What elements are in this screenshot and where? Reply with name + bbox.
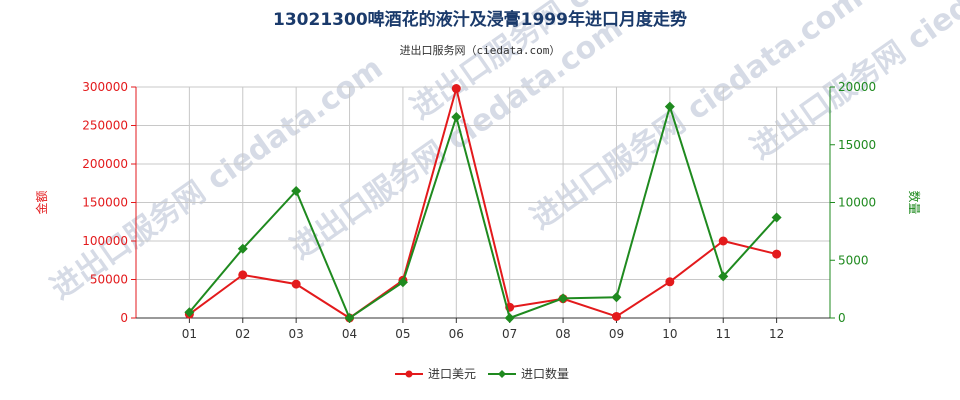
y-left-tick-label: 100000 xyxy=(82,234,128,248)
chart-subtitle: 进出口服务网（ciedata.com） xyxy=(400,43,561,57)
series-2-point xyxy=(664,101,675,112)
y-left-tick-label: 0 xyxy=(120,311,128,325)
series-2-point xyxy=(504,313,515,323)
series-1-point xyxy=(718,236,728,246)
series-2-point xyxy=(611,292,622,303)
y-right-tick-label: 20000 xyxy=(838,80,876,94)
x-tick-label: 12 xyxy=(769,327,784,341)
x-tick-label: 01 xyxy=(182,327,197,341)
chart-title: 13021300啤酒花的液汁及浸膏1999年进口月度走势 xyxy=(273,9,687,30)
series-line-2 xyxy=(188,103,778,320)
y-right-tick-label: 0 xyxy=(838,311,846,325)
y-left-label: 金额 xyxy=(34,190,49,214)
x-tick-label: 04 xyxy=(342,327,357,341)
x-tick-label: 10 xyxy=(662,327,677,341)
series-2-point xyxy=(184,307,195,318)
legend-marker-1 xyxy=(405,370,413,378)
y-left-tick-label: 200000 xyxy=(82,157,128,171)
legend: 进口美元 进口数量 xyxy=(395,366,569,381)
y-right-ticks: 0 5000 10000 15000 20000 xyxy=(830,80,876,325)
series-2-point xyxy=(771,212,782,223)
y-left-tick-label: 300000 xyxy=(82,80,128,94)
x-tick-label: 07 xyxy=(502,327,517,341)
series-2-point xyxy=(344,313,355,323)
series-2-point xyxy=(558,293,569,304)
y-right-tick-label: 5000 xyxy=(838,253,869,267)
legend-marker-2 xyxy=(498,370,506,378)
x-tick-label: 02 xyxy=(235,327,250,341)
series-line-1 xyxy=(188,84,777,320)
x-tick-label: 06 xyxy=(449,327,464,341)
x-tick-label: 09 xyxy=(609,327,624,341)
y-left-ticks: 0 50000 100000 150000 200000 250000 300000 xyxy=(82,80,136,325)
x-tick-label: 05 xyxy=(395,327,410,341)
legend-label-1: 进口美元 xyxy=(428,367,476,381)
y-left-tick-label: 250000 xyxy=(82,119,128,133)
y-right-tick-label: 15000 xyxy=(838,138,876,152)
series-2-point xyxy=(451,112,462,123)
series-2-point xyxy=(237,243,248,254)
series-2-point xyxy=(397,277,408,288)
x-ticks: 01 02 03 04 05 06 07 08 09 10 11 12 xyxy=(182,318,784,341)
series-1-point xyxy=(451,84,461,94)
y-left-tick-label: 150000 xyxy=(82,196,128,210)
series-1-point xyxy=(772,249,782,259)
x-tick-label: 11 xyxy=(716,327,731,341)
series-2-point xyxy=(291,185,302,196)
series-1-point xyxy=(291,279,301,289)
series-group xyxy=(184,84,782,323)
x-tick-label: 03 xyxy=(289,327,304,341)
y-right-label: 数量 xyxy=(907,190,922,214)
y-left-tick-label: 50000 xyxy=(90,273,128,287)
series-1-point xyxy=(665,277,675,287)
series-1-point xyxy=(238,270,248,280)
x-tick-label: 08 xyxy=(555,327,570,341)
series-1-point xyxy=(611,311,621,321)
y-right-tick-label: 10000 xyxy=(838,196,876,210)
legend-label-2: 进口数量 xyxy=(521,366,569,381)
series-2-point xyxy=(718,271,729,282)
